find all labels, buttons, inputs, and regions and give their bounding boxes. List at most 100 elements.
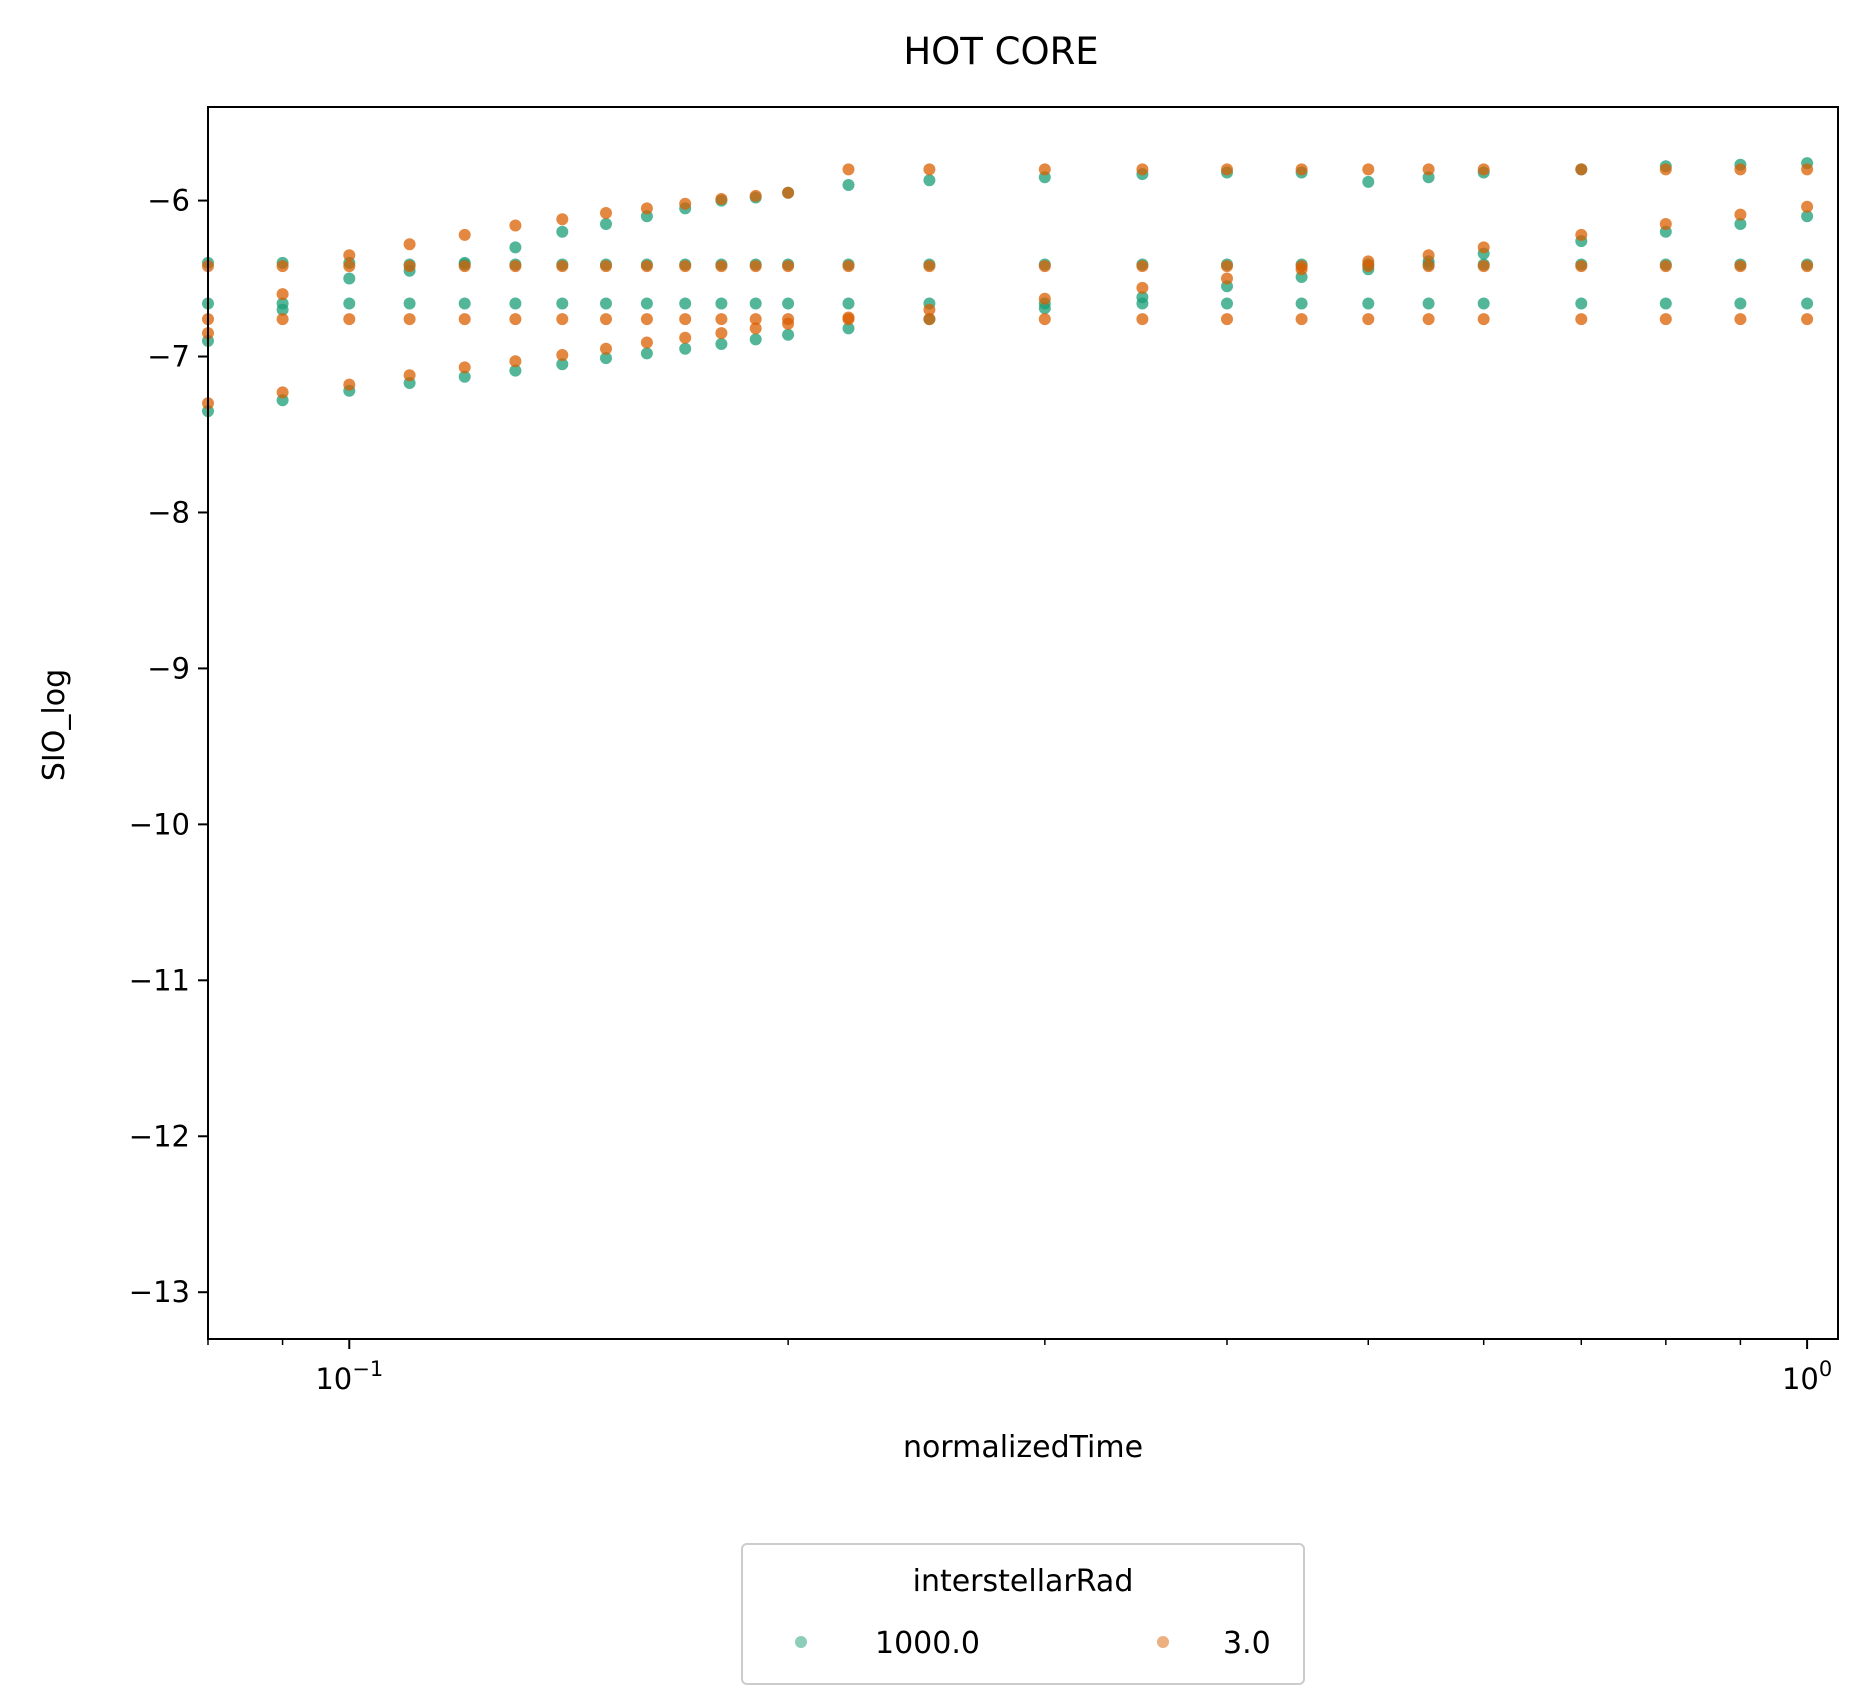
y-tick-label-0: −6 <box>147 184 190 218</box>
data-point-0-1-18 <box>1295 297 1308 310</box>
legend-marker-1000 <box>795 1636 807 1648</box>
data-point-1-0-25 <box>1801 260 1814 273</box>
data-point-0-2-19 <box>1362 175 1375 188</box>
legend-box <box>741 1543 1305 1685</box>
y-tick-label-4: −10 <box>129 807 190 841</box>
data-point-1-1-25 <box>1801 313 1814 326</box>
data-point-1-0-16 <box>1136 260 1149 273</box>
data-point-0-3-11 <box>749 333 762 346</box>
data-point-1-0-14 <box>923 260 936 273</box>
data-point-1-0-7 <box>600 260 612 273</box>
data-point-0-3-24 <box>1734 218 1747 230</box>
data-point-0-1-3 <box>403 297 416 310</box>
data-point-1-3-10 <box>715 327 728 340</box>
data-point-1-3-11 <box>749 322 762 335</box>
data-point-1-1-18 <box>1295 313 1308 326</box>
data-point-0-3-13 <box>842 322 855 335</box>
data-point-1-2-17 <box>1221 163 1233 176</box>
y-tick-label-3: −9 <box>147 651 190 685</box>
data-point-1-0-8 <box>640 260 653 273</box>
data-point-0-3-6 <box>556 358 569 371</box>
legend-marker-3 <box>1157 1636 1169 1648</box>
data-point-0-2-14 <box>923 174 936 187</box>
data-point-0-1-12 <box>782 297 795 310</box>
data-point-0-1-20 <box>1422 297 1435 310</box>
data-point-1-3-18 <box>1295 263 1308 276</box>
data-point-1-3-24 <box>1734 208 1747 221</box>
data-point-0-3-9 <box>679 342 692 355</box>
data-point-1-3-23 <box>1659 218 1672 230</box>
data-point-0-1-5 <box>509 297 522 310</box>
data-point-0-1-4 <box>458 297 471 310</box>
plot-frame <box>207 106 1839 1340</box>
data-point-0-3-12 <box>782 328 795 341</box>
data-point-0-3-10 <box>715 338 728 350</box>
data-point-1-0-4 <box>458 260 471 273</box>
data-point-1-3-21 <box>1477 241 1490 254</box>
data-point-0-3-5 <box>509 364 522 377</box>
data-point-0-3-7 <box>600 352 612 365</box>
data-point-0-1-13 <box>842 297 855 310</box>
data-point-1-2-22 <box>1575 163 1588 176</box>
data-point-1-0-24 <box>1734 260 1747 273</box>
data-point-1-2-11 <box>749 189 762 202</box>
data-point-0-1-21 <box>1477 297 1490 310</box>
data-point-1-3-1 <box>276 386 289 399</box>
data-point-1-1-22 <box>1575 313 1588 326</box>
data-point-1-2-1 <box>276 288 289 301</box>
data-point-1-0-9 <box>679 260 692 273</box>
x-axis-label: normalizedTime <box>903 1430 1143 1465</box>
data-point-1-2-2 <box>343 249 356 262</box>
data-point-0-1-10 <box>715 297 728 310</box>
data-point-1-0-2 <box>343 260 356 273</box>
data-point-1-2-12 <box>782 186 795 199</box>
data-point-0-3-4 <box>458 370 471 383</box>
y-tick-label-5: −11 <box>129 963 190 997</box>
data-point-1-1-11 <box>749 313 762 326</box>
legend-title: interstellarRad <box>913 1564 1134 1599</box>
x-axis: 10−1 100 <box>207 1339 1832 1396</box>
data-point-1-3-12 <box>782 317 795 330</box>
data-point-0-1-17 <box>1221 297 1233 310</box>
data-point-0-1-22 <box>1575 297 1588 310</box>
data-point-1-1-21 <box>1477 313 1490 326</box>
data-point-0-1-23 <box>1659 297 1672 310</box>
data-point-1-0-15 <box>1038 260 1051 273</box>
data-point-1-0-10 <box>715 260 728 273</box>
data-point-1-2-9 <box>679 197 692 210</box>
data-point-1-1-24 <box>1734 313 1747 326</box>
data-point-0-3-8 <box>640 347 653 360</box>
data-point-0-2-2 <box>343 272 356 285</box>
data-point-1-2-23 <box>1659 163 1672 176</box>
data-point-1-2-5 <box>509 219 522 232</box>
data-point-1-2-16 <box>1136 163 1149 176</box>
data-point-1-1-8 <box>640 313 653 326</box>
data-point-1-3-3 <box>403 369 416 382</box>
data-point-1-2-25 <box>1801 163 1814 176</box>
data-point-1-2-10 <box>715 193 728 205</box>
data-point-1-3-2 <box>343 378 356 391</box>
data-point-1-3-16 <box>1136 281 1149 294</box>
data-point-1-2-4 <box>458 228 471 241</box>
data-point-1-3-9 <box>679 331 692 344</box>
data-point-0-1-24 <box>1734 297 1747 310</box>
data-point-0-3-25 <box>1801 210 1814 223</box>
data-point-1-1-10 <box>715 313 728 326</box>
data-point-1-0-6 <box>556 260 569 273</box>
data-point-1-1-19 <box>1362 313 1375 326</box>
data-point-0-2-6 <box>556 225 569 238</box>
data-point-1-1-16 <box>1136 313 1149 326</box>
data-point-1-0-1 <box>276 260 289 273</box>
data-point-1-0-21 <box>1477 260 1490 273</box>
data-point-1-2-13 <box>842 163 855 176</box>
data-point-1-3-25 <box>1801 200 1814 213</box>
data-point-1-2-3 <box>403 238 416 251</box>
data-point-1-3-7 <box>600 342 612 355</box>
data-point-0-3-15 <box>1038 302 1051 315</box>
data-point-0-1-25 <box>1801 297 1814 310</box>
data-point-1-1-3 <box>403 313 416 326</box>
data-point-1-2-14 <box>923 163 936 176</box>
data-point-0-2-7 <box>600 218 612 230</box>
legend-entry-3: 3.0 <box>1223 1626 1271 1661</box>
